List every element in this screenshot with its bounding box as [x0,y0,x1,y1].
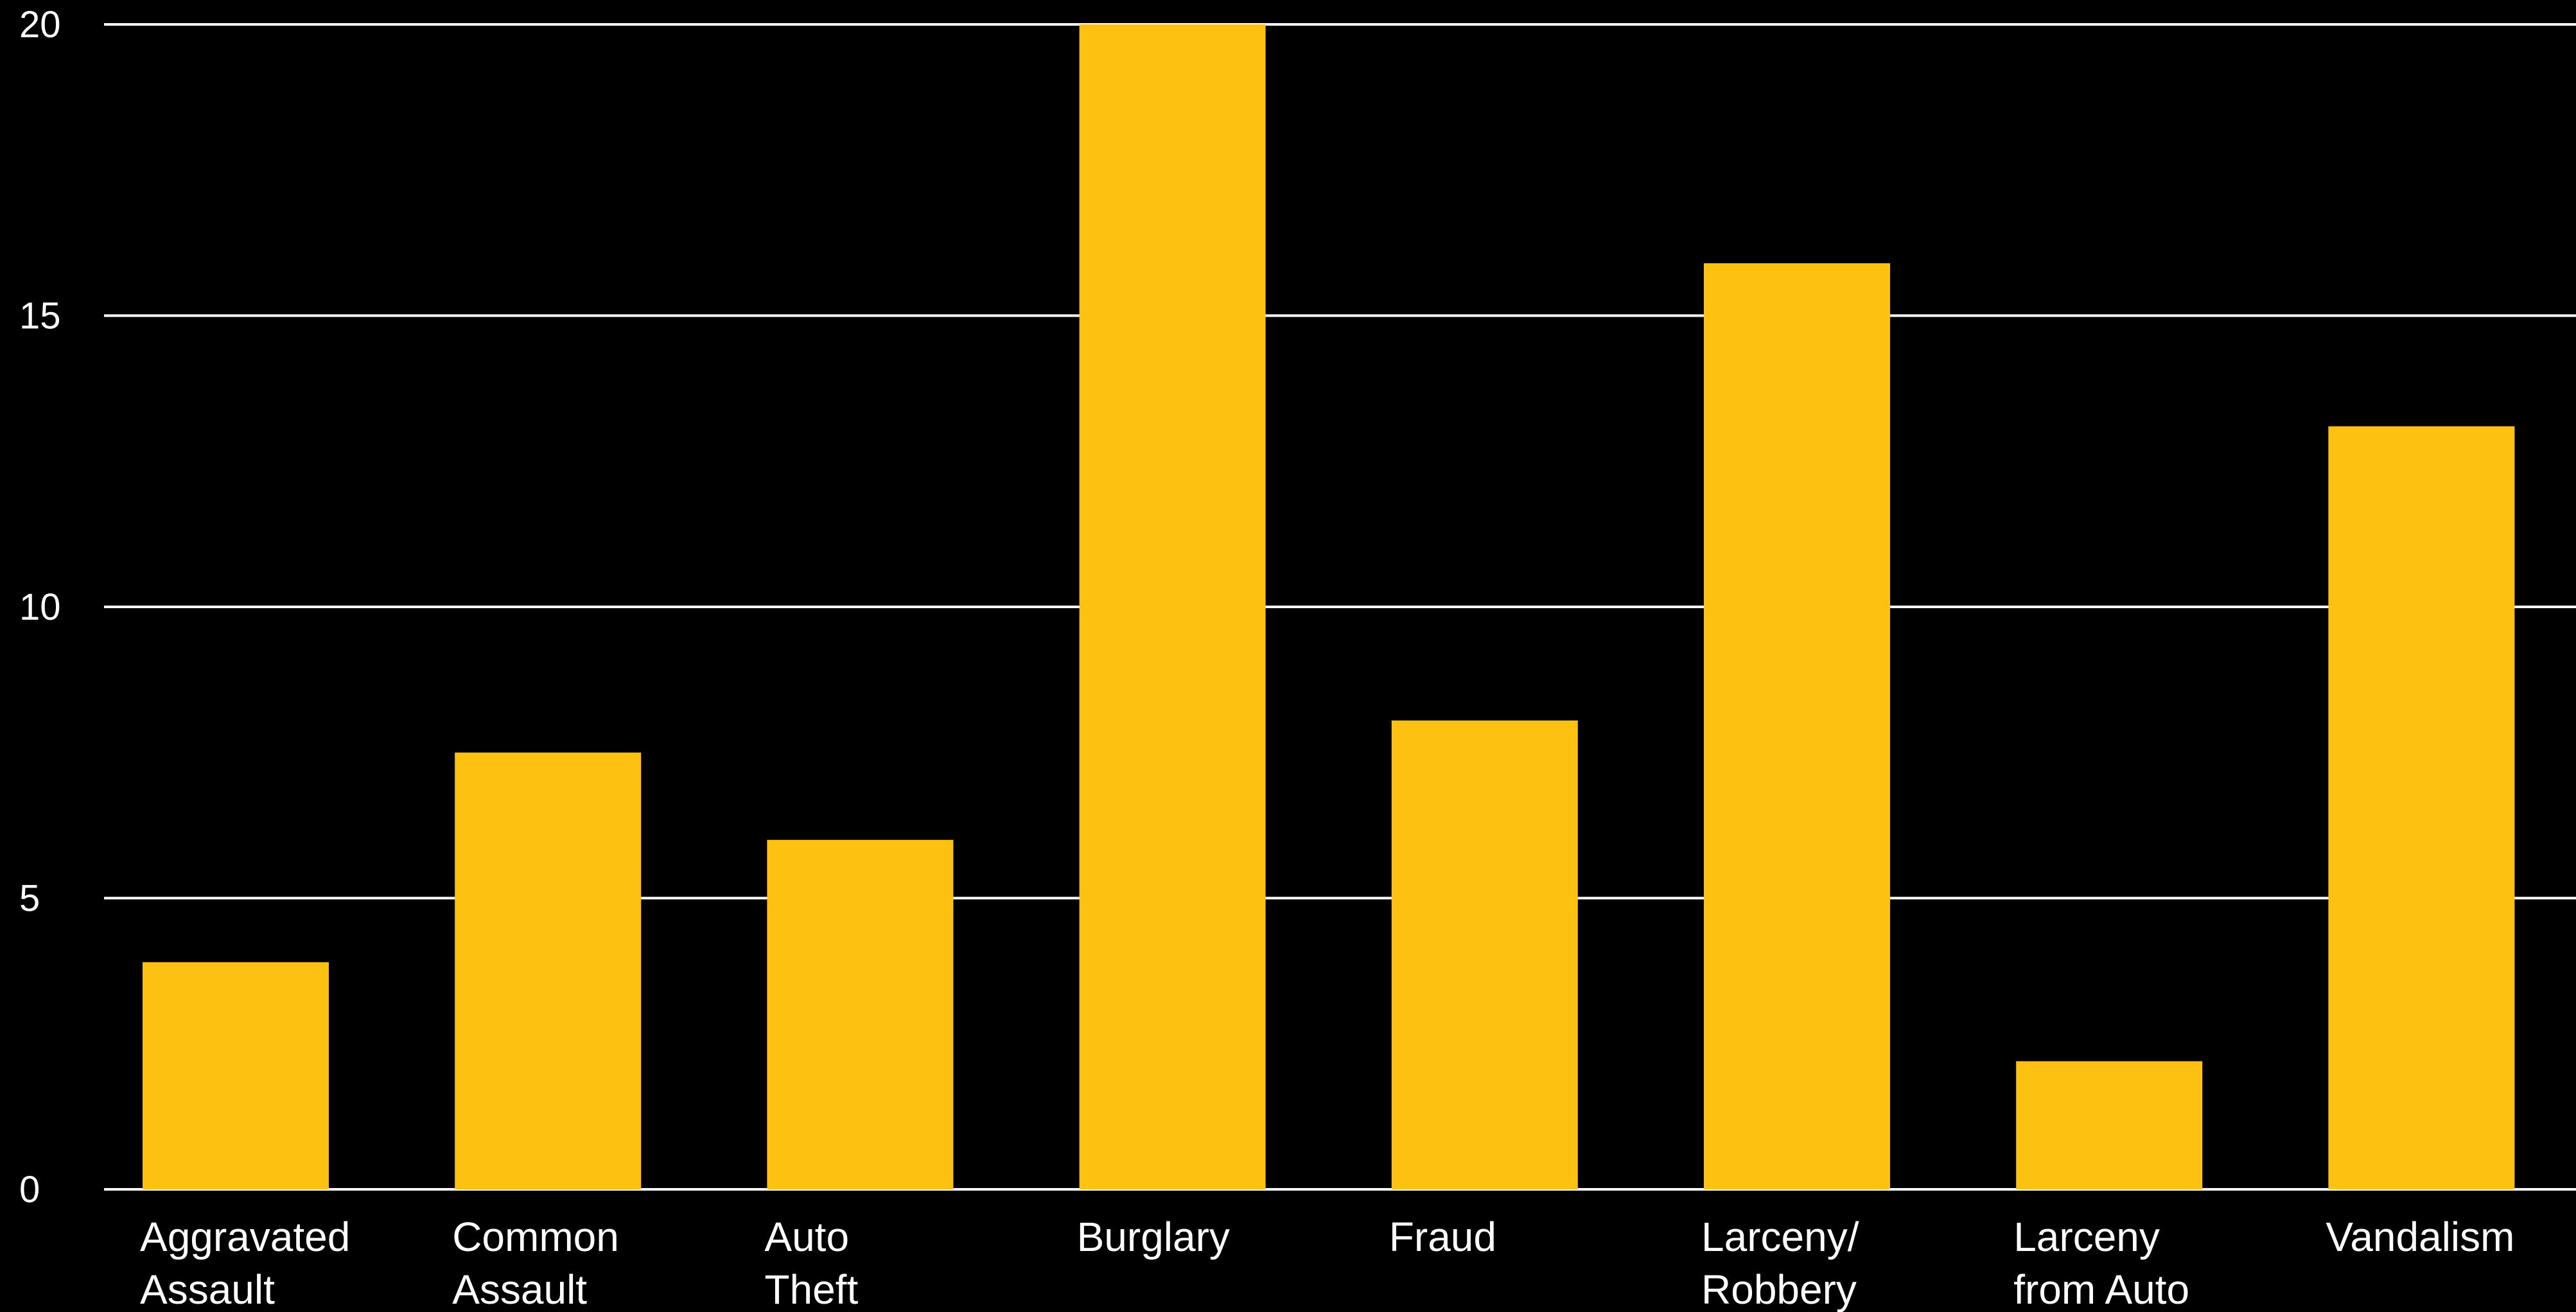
bar-vandalism [2328,426,2515,1189]
x-category-label: Auto [764,1214,849,1260]
y-tick-label-20: 20 [19,4,61,46]
x-category-label: Assault [452,1266,587,1312]
x-category-label: Theft [764,1266,858,1312]
bar-burglary [1079,24,1266,1189]
x-category-label: from Auto [2013,1266,2189,1312]
y-tick-label-5: 5 [19,878,40,920]
x-category-label: Assault [140,1266,275,1312]
x-category-label: Larceny [2013,1214,2160,1260]
x-category-label: Larceny/ [1701,1214,1859,1260]
bar-aggravated-assault [143,962,329,1189]
y-tick-label-10: 10 [19,586,61,628]
x-category-label: Common [452,1214,619,1260]
bar-fraud [1391,720,1578,1189]
x-category-label: Burglary [1077,1214,1230,1260]
bar-larceny-from-auto [2016,1061,2203,1189]
x-category-label: Vandalism [2326,1214,2514,1260]
x-axis-category-labels: Aggravated Assault Common Assault Auto Theft B… [140,1214,2514,1312]
x-category-label: Robbery [1701,1266,1857,1312]
x-category-label: Fraud [1389,1214,1496,1260]
bar-larceny-robbery [1704,263,1890,1189]
bars [143,24,2515,1190]
y-tick-label-15: 15 [19,295,61,337]
bar-common-assault [455,752,642,1190]
y-tick-label-0: 0 [19,1169,40,1211]
x-category-label: Aggravated [140,1214,350,1260]
bar-auto-theft [767,839,954,1189]
y-axis-tick-labels: 0 5 10 15 20 [19,4,61,1211]
